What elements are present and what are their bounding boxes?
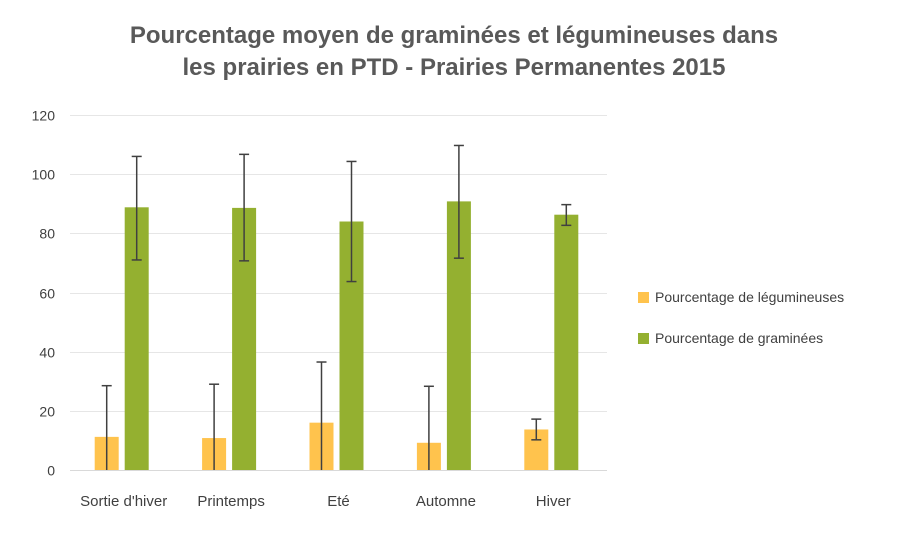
legend-label-graminees: Pourcentage de graminées — [655, 330, 824, 346]
x-tick-label: Automne — [416, 493, 476, 510]
y-tick-label: 20 — [39, 404, 55, 420]
y-tick-label: 100 — [32, 167, 56, 183]
y-tick-label: 80 — [39, 226, 55, 242]
chart-legend: Pourcentage de légumineuses Pourcentage … — [638, 287, 844, 369]
legend-swatch-graminees — [638, 332, 649, 344]
x-tick-label: Hiver — [536, 493, 571, 510]
bar-graminees — [554, 214, 579, 470]
x-tick-label: Printemps — [197, 493, 265, 510]
y-tick-label: 120 — [32, 108, 56, 124]
chart-title-line-2: les prairies en PTD - Prairies Permanent… — [182, 54, 726, 81]
legend-swatch-legumineuses — [638, 291, 649, 303]
x-tick-label: Sortie d'hiver — [80, 493, 167, 510]
legend-item-graminees: Pourcentage de graminées — [638, 328, 844, 348]
y-tick-label: 40 — [39, 345, 55, 361]
x-tick-label: Eté — [327, 493, 350, 510]
chart-title: Pourcentage moyen de graminées et légumi… — [0, 20, 908, 84]
y-tick-label: 60 — [39, 286, 55, 302]
chart-title-line-1: Pourcentage moyen de graminées et légumi… — [129, 22, 779, 49]
y-tick-label: 0 — [47, 463, 55, 479]
legend-item-legumineuses: Pourcentage de légumineuses — [638, 287, 844, 307]
legend-label-legumineuses: Pourcentage de légumineuses — [655, 289, 845, 305]
